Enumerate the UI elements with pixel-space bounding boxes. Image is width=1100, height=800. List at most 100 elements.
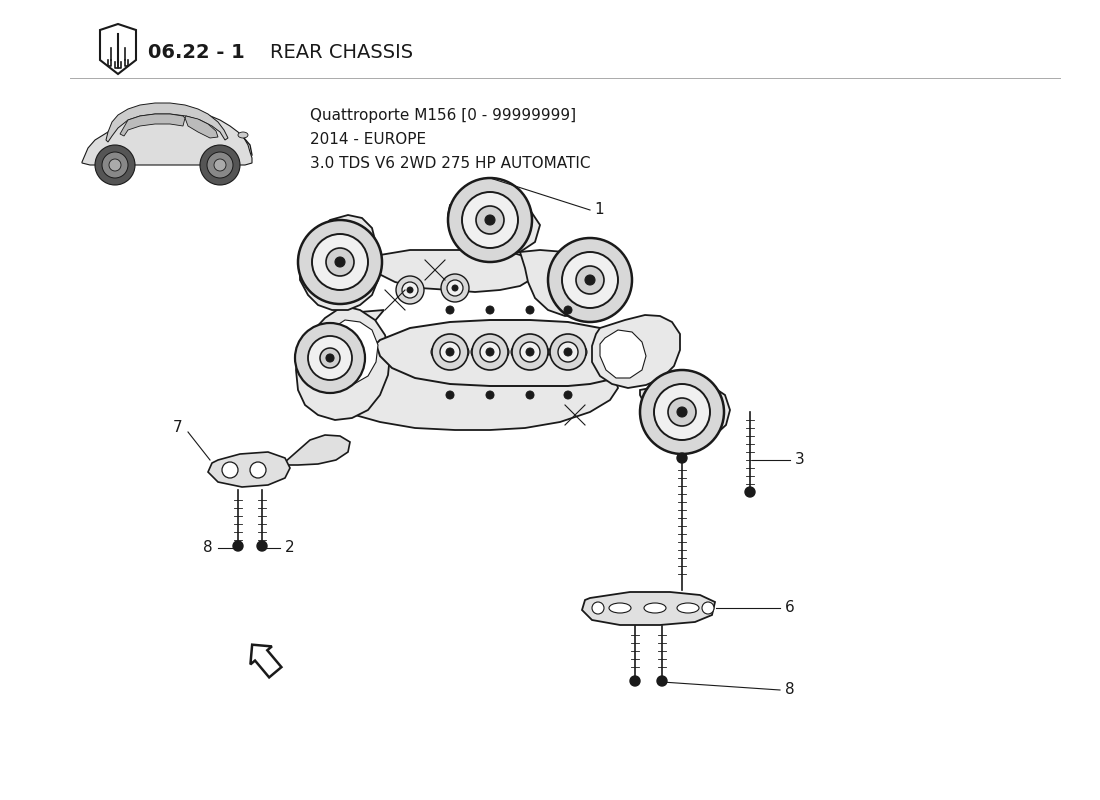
Circle shape: [207, 152, 233, 178]
Circle shape: [745, 487, 755, 497]
Circle shape: [564, 348, 572, 356]
Polygon shape: [82, 110, 252, 165]
Circle shape: [592, 602, 604, 614]
Circle shape: [654, 384, 710, 440]
Text: 7: 7: [173, 421, 183, 435]
Polygon shape: [600, 330, 646, 378]
Circle shape: [308, 336, 352, 380]
Polygon shape: [251, 645, 282, 678]
Circle shape: [558, 342, 578, 362]
Circle shape: [326, 248, 354, 276]
Circle shape: [432, 334, 468, 370]
Polygon shape: [296, 305, 390, 420]
Text: 6: 6: [785, 601, 794, 615]
Circle shape: [446, 306, 454, 314]
Circle shape: [526, 348, 534, 356]
Polygon shape: [355, 250, 535, 292]
Circle shape: [564, 306, 572, 314]
Circle shape: [486, 348, 494, 356]
Text: 2014 - EUROPE: 2014 - EUROPE: [310, 132, 426, 147]
Circle shape: [448, 178, 532, 262]
Circle shape: [562, 252, 618, 308]
Polygon shape: [305, 215, 375, 262]
Polygon shape: [120, 114, 185, 136]
Ellipse shape: [431, 341, 469, 363]
Circle shape: [214, 159, 225, 171]
Circle shape: [109, 159, 121, 171]
Circle shape: [485, 215, 495, 225]
Circle shape: [312, 234, 368, 290]
Circle shape: [550, 334, 586, 370]
Circle shape: [257, 541, 267, 551]
Polygon shape: [448, 198, 540, 256]
Circle shape: [520, 342, 540, 362]
Ellipse shape: [676, 603, 698, 613]
Ellipse shape: [471, 341, 509, 363]
Ellipse shape: [609, 603, 631, 613]
Circle shape: [447, 280, 463, 296]
Text: REAR CHASSIS: REAR CHASSIS: [270, 42, 414, 62]
Circle shape: [441, 274, 469, 302]
Circle shape: [486, 306, 494, 314]
Circle shape: [233, 541, 243, 551]
Polygon shape: [376, 320, 632, 386]
Circle shape: [564, 391, 572, 399]
Circle shape: [320, 348, 340, 368]
Circle shape: [200, 145, 240, 185]
Circle shape: [298, 220, 382, 304]
Polygon shape: [208, 452, 290, 487]
Polygon shape: [185, 116, 218, 138]
Circle shape: [446, 348, 454, 356]
Circle shape: [630, 676, 640, 686]
Ellipse shape: [238, 132, 248, 138]
Circle shape: [640, 370, 724, 454]
Polygon shape: [640, 382, 730, 440]
Circle shape: [512, 334, 548, 370]
Text: 3: 3: [795, 453, 805, 467]
Text: 2: 2: [285, 541, 295, 555]
Circle shape: [585, 275, 595, 285]
Ellipse shape: [512, 341, 549, 363]
Circle shape: [702, 602, 714, 614]
Circle shape: [548, 238, 632, 322]
Polygon shape: [318, 310, 618, 430]
Polygon shape: [300, 250, 378, 310]
Text: 8: 8: [204, 541, 212, 555]
Polygon shape: [520, 250, 618, 316]
Circle shape: [407, 287, 412, 293]
Polygon shape: [592, 315, 680, 388]
Circle shape: [222, 462, 238, 478]
Circle shape: [446, 391, 454, 399]
Ellipse shape: [549, 341, 587, 363]
Circle shape: [452, 285, 458, 291]
Text: 1: 1: [594, 202, 604, 218]
Circle shape: [676, 453, 688, 463]
Polygon shape: [582, 592, 715, 625]
Circle shape: [336, 257, 345, 267]
Circle shape: [676, 407, 688, 417]
Circle shape: [476, 206, 504, 234]
Ellipse shape: [644, 603, 666, 613]
Text: 06.22 - 1: 06.22 - 1: [148, 42, 244, 62]
Circle shape: [440, 342, 460, 362]
Circle shape: [295, 323, 365, 393]
Circle shape: [480, 342, 501, 362]
Text: 8: 8: [785, 682, 794, 698]
Circle shape: [657, 676, 667, 686]
Circle shape: [472, 334, 508, 370]
Circle shape: [102, 152, 128, 178]
Circle shape: [668, 398, 696, 426]
Circle shape: [526, 391, 534, 399]
Circle shape: [396, 276, 424, 304]
Circle shape: [486, 391, 494, 399]
Text: Quattroporte M156 [0 - 99999999]: Quattroporte M156 [0 - 99999999]: [310, 108, 576, 123]
Circle shape: [576, 266, 604, 294]
Polygon shape: [314, 320, 378, 386]
Circle shape: [526, 306, 534, 314]
Circle shape: [250, 462, 266, 478]
Polygon shape: [100, 24, 136, 74]
Text: 3.0 TDS V6 2WD 275 HP AUTOMATIC: 3.0 TDS V6 2WD 275 HP AUTOMATIC: [310, 156, 591, 171]
Circle shape: [462, 192, 518, 248]
Circle shape: [326, 354, 334, 362]
Circle shape: [95, 145, 135, 185]
